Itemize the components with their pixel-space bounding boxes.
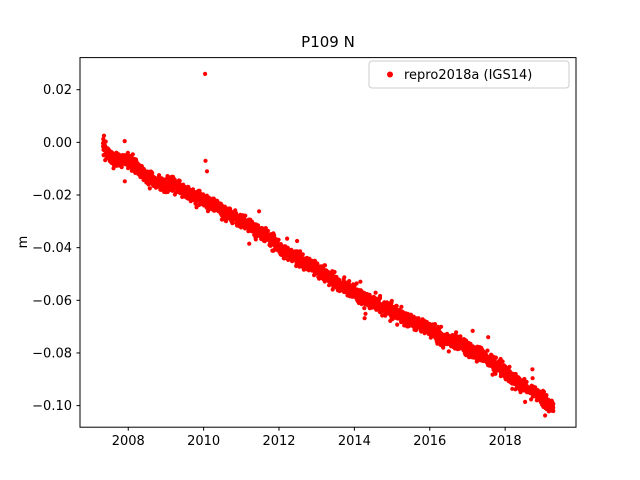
data-point: [119, 165, 124, 170]
data-point: [485, 348, 490, 353]
data-point: [285, 236, 290, 241]
scatter-points: [100, 71, 556, 418]
data-point: [201, 192, 206, 197]
data-point: [243, 213, 248, 218]
data-point: [470, 328, 475, 333]
data-point: [500, 359, 505, 364]
data-point: [295, 238, 300, 244]
y-tick-label: 0.02: [43, 83, 72, 98]
data-point: [389, 298, 394, 304]
data-point: [101, 133, 107, 138]
y-tick-label: −0.10: [32, 399, 72, 414]
data-point: [394, 303, 399, 309]
data-point: [103, 139, 108, 144]
data-point: [332, 269, 337, 275]
data-point: [551, 408, 556, 414]
data-point: [380, 313, 385, 318]
y-tick-label: 0.00: [43, 136, 72, 151]
data-point: [177, 178, 182, 183]
data-point: [230, 221, 235, 226]
data-point: [363, 311, 368, 316]
y-tick-label: −0.06: [32, 294, 72, 309]
outlier-point: [204, 169, 210, 174]
legend-label: repro2018a (IGS14): [404, 68, 532, 83]
data-point: [395, 322, 400, 327]
data-point: [358, 279, 363, 284]
data-point: [276, 237, 281, 242]
outlier-point: [203, 158, 208, 163]
data-point: [458, 334, 463, 339]
axis-ticks: 2008 2010 2012 2014 2016 2018 0.02 0.00 −0.02 −0.…: [32, 83, 522, 449]
data-point: [399, 304, 404, 309]
data-point: [507, 364, 512, 369]
data-point: [342, 275, 347, 280]
data-point: [322, 263, 328, 268]
data-point: [544, 393, 549, 398]
y-tick-label: −0.02: [32, 189, 72, 204]
data-point: [510, 386, 515, 391]
data-point: [194, 205, 199, 210]
data-point: [373, 290, 378, 295]
data-point: [300, 252, 305, 257]
data-point: [130, 152, 135, 157]
y-tick-label: −0.08: [32, 346, 72, 361]
data-point: [541, 389, 547, 395]
x-tick-label: 2008: [112, 434, 145, 449]
y-tick-label: −0.04: [32, 241, 72, 256]
plot-border: [79, 57, 577, 428]
data-point: [454, 330, 459, 335]
data-point: [543, 413, 548, 418]
data-point: [524, 379, 529, 385]
chart-title: P109 N: [301, 33, 355, 51]
data-point: [551, 401, 556, 406]
x-tick-label: 2016: [413, 434, 446, 449]
data-point: [428, 335, 433, 340]
legend-box: [368, 60, 570, 89]
data-point: [446, 349, 451, 354]
outlier-point: [203, 71, 208, 76]
legend-marker-dot: [387, 71, 393, 78]
data-point: [257, 209, 262, 214]
x-tick-label: 2018: [489, 434, 522, 449]
data-point: [265, 228, 270, 233]
data-point: [416, 316, 421, 321]
legend: repro2018a (IGS14): [368, 60, 570, 89]
data-point: [147, 186, 152, 191]
data-point: [253, 237, 258, 242]
data-point: [354, 281, 359, 286]
data-point: [247, 241, 252, 246]
data-point: [432, 322, 438, 327]
data-point: [530, 367, 535, 372]
data-point: [125, 150, 130, 155]
x-tick-label: 2014: [338, 434, 371, 449]
data-point: [493, 371, 498, 376]
data-point: [362, 306, 367, 311]
data-point: [378, 293, 383, 299]
y-axis-label: m: [16, 236, 31, 249]
data-point: [362, 316, 367, 321]
data-point: [122, 139, 127, 144]
data-point: [493, 355, 498, 360]
data-point: [530, 376, 535, 381]
data-point: [551, 405, 556, 410]
outlier-point: [486, 335, 491, 340]
x-tick-label: 2010: [187, 434, 220, 449]
data-point: [150, 170, 155, 176]
data-point: [439, 324, 444, 329]
data-point: [523, 399, 528, 404]
x-tick-label: 2012: [262, 434, 295, 449]
data-point: [347, 279, 352, 284]
data-point: [122, 179, 127, 184]
